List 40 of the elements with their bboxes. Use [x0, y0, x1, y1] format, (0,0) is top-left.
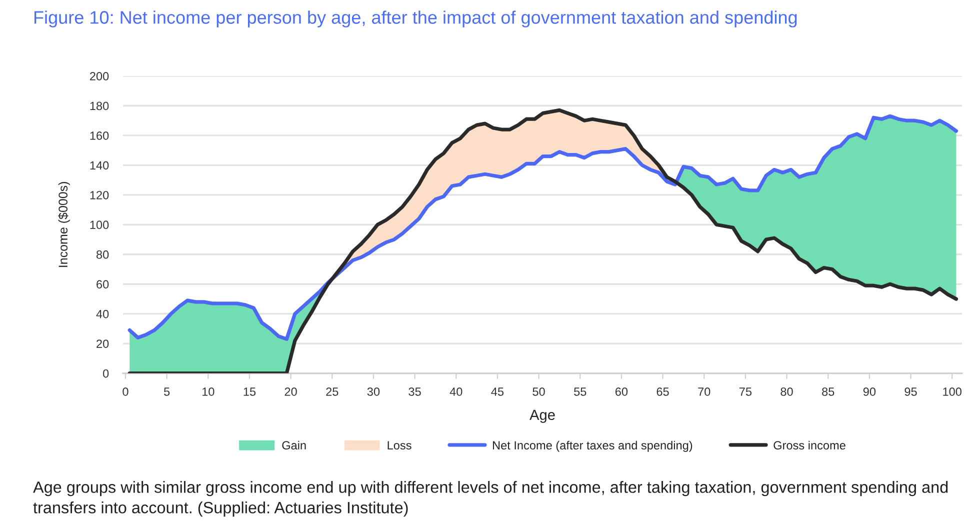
x-tick-label: 20 — [284, 388, 297, 396]
x-tick-label: 75 — [739, 388, 752, 396]
chart-title: Figure 10: Net income per person by age, after the impact of government taxation and spending — [34, 10, 797, 28]
x-tick-label: 90 — [863, 388, 876, 396]
y-tick-label: 20 — [96, 340, 109, 348]
x-tick-label: 25 — [326, 388, 338, 396]
x-axis-title: Age — [530, 410, 555, 423]
x-tick-label: 15 — [244, 388, 256, 396]
x-tick-label: 40 — [450, 388, 462, 396]
x-tick-label: 50 — [532, 388, 545, 396]
y-tick-label: 0 — [103, 369, 109, 378]
y-tick-label: 80 — [96, 250, 109, 259]
legend-label: Loss — [388, 441, 412, 450]
x-tick-label: 55 — [574, 388, 586, 396]
x-tick-label: 60 — [615, 388, 628, 396]
legend-label: Gross income — [774, 440, 846, 450]
y-tick-label: 120 — [90, 190, 109, 200]
x-tick-label: 30 — [367, 388, 380, 396]
y-tick-label: 40 — [96, 310, 109, 318]
text: Age groups with similar gross income end up with different levels of net income, after taking taxation, government spending and transfers into account. (Supplied: Actuaries Institute) — [33, 481, 948, 517]
x-tick-label: 45 — [491, 388, 504, 396]
y-tick-label: 200 — [90, 72, 109, 80]
x-tick-label: 35 — [408, 388, 421, 396]
x-tick-label: 85 — [822, 388, 834, 396]
y-tick-label: 60 — [96, 280, 109, 289]
y-tick-label: 140 — [90, 161, 109, 170]
x-tick-label: 100 — [943, 388, 962, 396]
x-tick-label: 70 — [698, 388, 710, 396]
x-tick-label: 0 — [122, 388, 128, 396]
x-tick-label: 10 — [202, 388, 214, 396]
x-tick-label: 5 — [164, 388, 170, 396]
legend-label: Net Income (after taxes and spending) — [492, 440, 692, 452]
legend-label: Gain — [282, 440, 306, 450]
y-axis-title: Income ($000s) — [58, 182, 70, 267]
x-tick-label: 65 — [656, 388, 669, 396]
y-tick-label: 160 — [90, 131, 109, 140]
x-tick-label: 80 — [780, 388, 793, 396]
y-tick-label: 180 — [90, 102, 109, 110]
y-tick-label: 100 — [90, 220, 109, 230]
x-tick-label: 95 — [904, 388, 917, 396]
